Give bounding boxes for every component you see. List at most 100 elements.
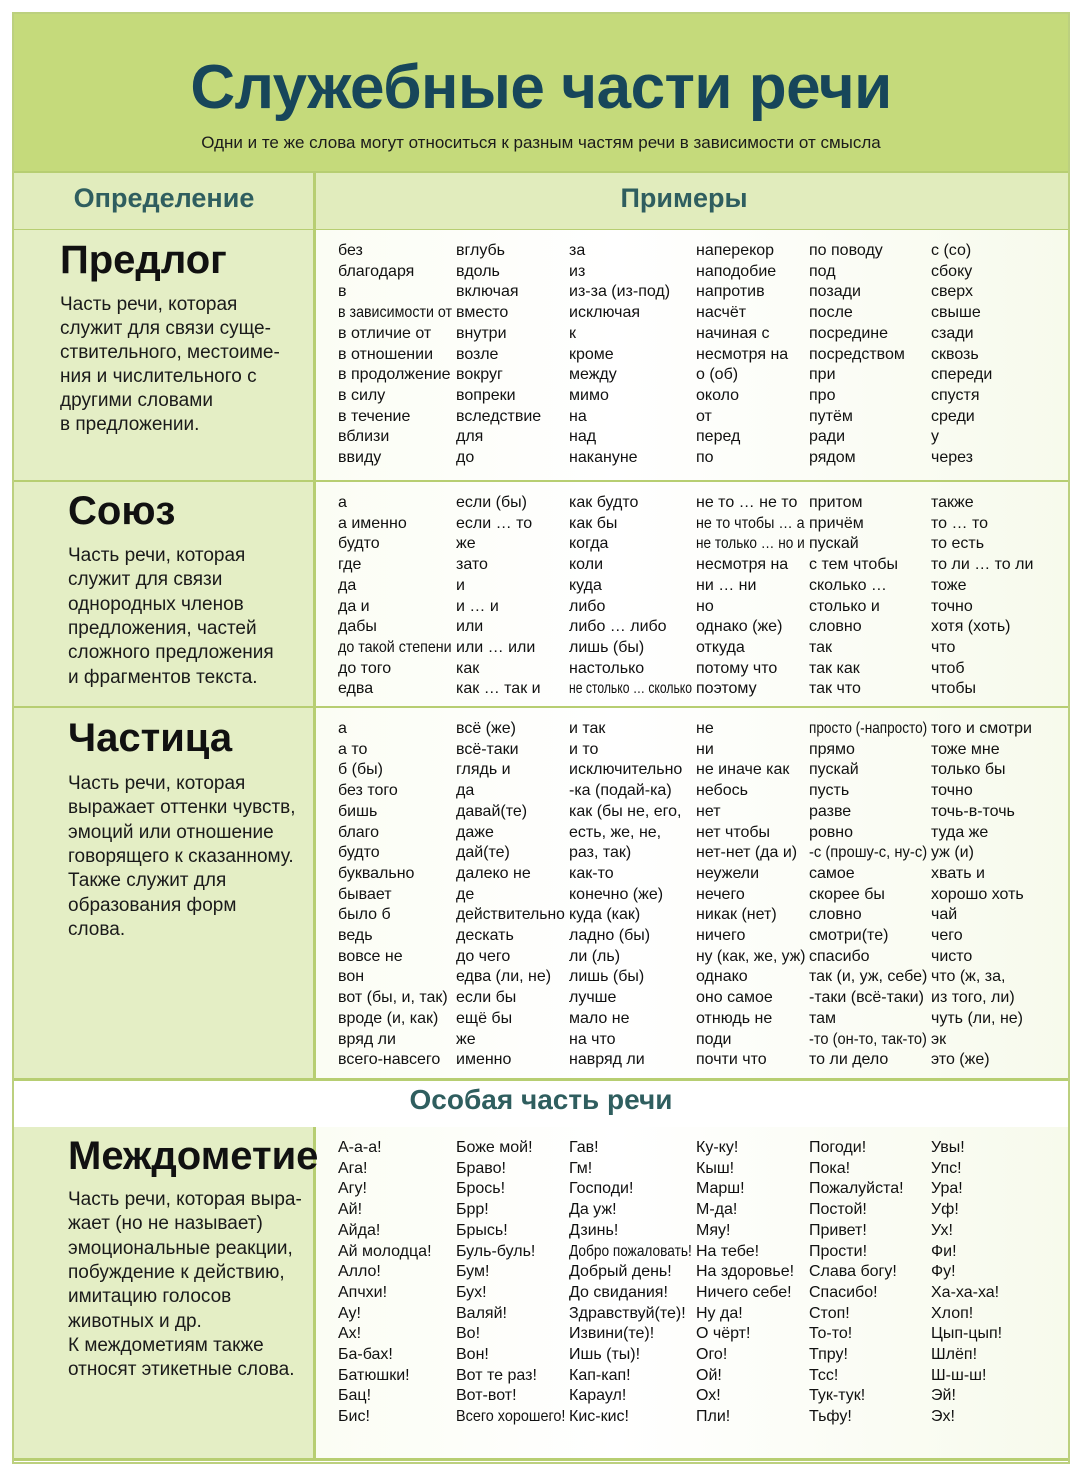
column-divider [313,172,316,230]
example-word: точно [931,597,973,615]
example-word: лишь (бы) [569,968,645,986]
example-word: Прости! [809,1242,868,1260]
example-word: глядь и [456,761,511,779]
example-word: эк [931,1030,947,1048]
example-word: настолько [569,659,645,677]
example-word: Вон! [456,1346,489,1363]
example-word: насчёт [696,304,747,322]
example-word: -с (прошу-с, ну-с) [809,844,928,862]
example-word: Ох! [696,1387,721,1405]
example-word: лучше [569,989,617,1007]
example-word: между [569,366,617,384]
example-word: Ага! [338,1159,368,1177]
example-word: до [456,449,475,466]
example-word: даже [456,823,494,841]
example-word: навряд ли [569,1051,645,1069]
example-word: то … то [931,514,988,532]
example-word: лишь (бы) [569,638,645,656]
example-word: Упс! [931,1159,962,1177]
example-word: Бац! [338,1387,372,1405]
example-word: Тьфу! [809,1408,852,1426]
example-word: -ка (подай-ка) [569,782,672,800]
example-word: До свидания! [569,1283,668,1301]
row-divider [14,1458,1068,1461]
example-word: коли [569,556,603,574]
definition-line: жает (но не называет) [68,1213,263,1235]
example-word: Ничего себе! [696,1283,792,1301]
example-word: поэтому [696,680,757,698]
subtitle: Одни и те же слова могут относиться к ра… [201,133,881,152]
example-word: Здравствуй(те)! [569,1304,686,1322]
example-word: под [809,262,836,280]
example-word: конечно (же) [569,885,664,903]
example-word: зато [456,556,488,574]
example-word: когда [569,535,609,553]
definition-line: Часть речи, которая [60,294,238,315]
example-word: куда [569,576,602,594]
example-word: чего [931,927,963,944]
example-word: что [931,638,956,656]
example-word: до того [338,659,392,677]
example-word: посредине [809,324,889,342]
definition-background [14,482,313,708]
example-word: Ну да! [696,1304,743,1322]
example-word: столько и [809,597,880,615]
example-word: ладно (бы) [569,927,651,944]
example-word: по поводу [809,242,883,259]
example-word: как [456,659,480,677]
row-divider [14,171,1068,173]
example-word: Бух! [456,1283,487,1301]
example-word: оно самое [696,989,773,1007]
example-word: Всего хорошего! [456,1408,566,1426]
example-word: Вот те раз! [456,1366,537,1384]
example-word: неужели [696,864,760,882]
example-word: Брр! [456,1201,489,1219]
example-word: туда же [931,823,989,841]
example-word: напротив [696,283,765,301]
example-word: О чёрт! [696,1325,751,1343]
definition-line: эмоций или отношение [68,821,274,843]
example-word: того и смотри [931,720,1032,737]
example-word: сколько … [809,576,887,594]
example-word: тоже мне [931,740,1000,758]
example-word: Кыш! [696,1159,735,1177]
example-word: Фи! [931,1242,957,1260]
example-word: дескать [456,927,514,944]
definition-line: предложения, частей [68,617,257,639]
example-word: в продолжение [338,366,451,384]
example-word: всё-таки [456,740,519,758]
definition-line: ствительного, местоиме- [60,342,280,363]
example-word: ну (как, же, уж) [696,947,806,965]
example-word: всё (же) [456,720,516,737]
example-word: б (бы) [338,761,383,779]
example-word: чтобы [931,680,977,698]
definition-background [14,230,313,482]
example-word: разве [809,802,852,820]
example-word: Слава богу! [809,1263,897,1281]
example-word: ради [809,428,846,446]
example-word: что (ж, за, [931,968,1006,986]
example-word: просто (-напросто) [809,720,928,737]
example-word: Эх! [931,1408,955,1426]
example-word: Ой! [696,1366,722,1384]
row-divider [14,480,1068,483]
example-word: в [338,283,347,301]
example-word: Батюшки! [338,1366,410,1384]
example-word: Цып-цып! [931,1325,1003,1343]
example-word: от [696,407,712,425]
example-word: потому что [696,659,778,677]
definition-line: Часть речи, которая [68,773,246,794]
example-word: пускай [809,535,859,553]
example-word: куда (как) [569,906,641,924]
example-word: на [569,407,587,425]
example-word: Ах! [338,1325,362,1343]
example-word: Тук-тук! [809,1387,866,1405]
section-name: Союз [68,489,176,533]
example-word: Погоди! [809,1139,867,1156]
example-word: На здоровье! [696,1263,795,1281]
example-word: вроде (и, как) [338,1009,439,1027]
definition-line: говорящего к сказанному. [68,845,294,867]
example-word: Хлоп! [931,1304,974,1322]
example-word: спустя [931,386,980,404]
example-word: словно [809,618,862,636]
